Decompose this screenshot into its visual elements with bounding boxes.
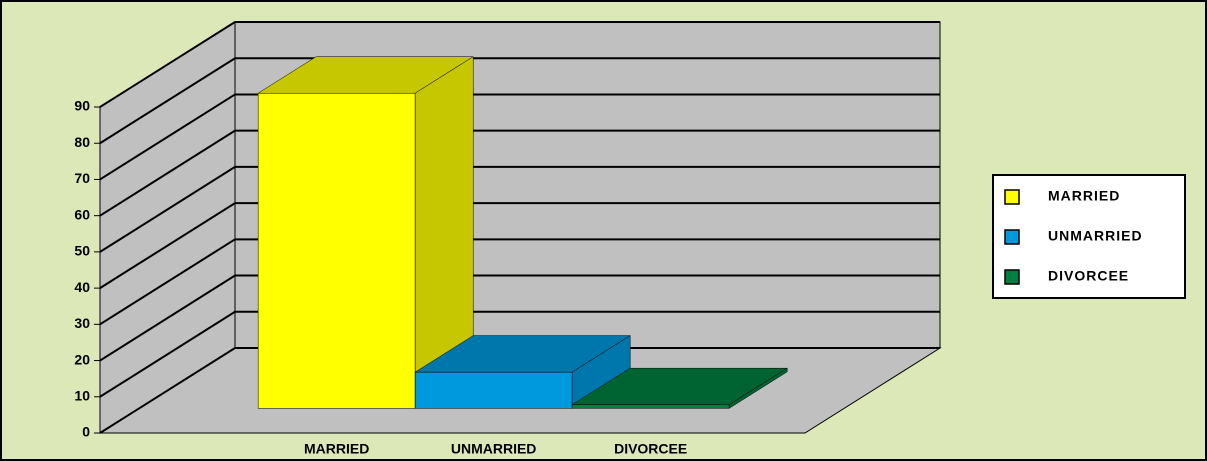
y-tick-label: 60 <box>74 206 90 222</box>
x-tick-label: DIVORCEE <box>614 441 687 457</box>
bar <box>571 404 730 409</box>
y-tick-label: 10 <box>74 387 90 403</box>
grid-line <box>99 57 940 145</box>
grid-line <box>99 310 940 398</box>
legend-swatch <box>1004 269 1020 285</box>
legend-label: UNMARRIED <box>1048 228 1143 244</box>
y-tick-label: 40 <box>74 279 90 295</box>
y-tick-label: 90 <box>74 98 90 114</box>
y-tick-label: 50 <box>74 243 90 259</box>
y-tick-label: 0 <box>82 424 90 440</box>
y-tick-label: 80 <box>74 134 90 150</box>
legend <box>992 174 1186 299</box>
legend-label: DIVORCEE <box>1048 268 1129 284</box>
x-tick-label: MARRIED <box>304 441 369 457</box>
grid-line <box>99 165 940 253</box>
grid-line <box>99 21 940 108</box>
x-tick-label: UNMARRIED <box>451 441 537 457</box>
y-tick-label: 30 <box>74 315 90 331</box>
grid-line <box>99 129 940 217</box>
grid-line <box>99 202 940 289</box>
grid-line <box>99 238 940 326</box>
legend-label: MARRIED <box>1048 188 1120 204</box>
grid-line <box>99 93 940 181</box>
bar-side <box>728 367 788 409</box>
bar <box>414 371 573 409</box>
y-tick-label: 20 <box>74 351 90 367</box>
legend-swatch <box>1004 229 1020 245</box>
grid-line <box>99 274 940 362</box>
bar <box>257 92 416 409</box>
legend-swatch <box>1004 189 1020 205</box>
y-tick-label: 70 <box>74 170 90 186</box>
grid-line <box>99 347 940 434</box>
